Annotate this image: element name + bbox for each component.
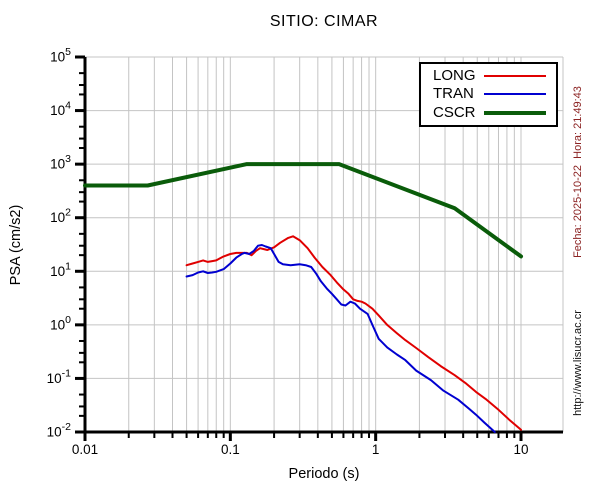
legend-line-long [484, 75, 546, 78]
x-tick-label: 10 [513, 442, 528, 457]
y-tick-label: 104 [50, 100, 71, 119]
legend-label-tran: TRAN [433, 85, 474, 103]
legend-box: LONG TRAN CSCR [419, 62, 558, 127]
x-tick-label: 0.01 [72, 442, 98, 457]
y-tick-label: 101 [50, 260, 71, 279]
y-tick-label: 10-1 [47, 367, 72, 386]
x-axis-ticks: 0.01 0.1 1 10 [72, 432, 529, 457]
series-cscr [83, 162, 523, 259]
y-axis-ticks: 105 104 103 102 101 100 10-1 10-2 [47, 46, 85, 440]
y-tick-label: 105 [50, 46, 71, 65]
legend-entry-long: LONG [433, 67, 546, 85]
legend-entry-cscr: CSCR [433, 104, 546, 122]
page-title: SITIO: CIMAR [269, 13, 379, 30]
legend-label-cscr: CSCR [433, 103, 476, 121]
y-tick-label: 10-2 [47, 421, 72, 440]
y-tick-label: 100 [50, 314, 71, 333]
series-tran [185, 244, 496, 433]
x-tick-label: 1 [372, 442, 380, 457]
y-tick-label: 103 [50, 153, 71, 172]
legend-line-tran [484, 93, 546, 96]
timestamp-text: Fecha: 2025-10-22 Hora: 21:49:43 [572, 86, 584, 258]
legend-line-cscr [484, 110, 546, 115]
y-axis-label: PSA (cm/s2) [8, 204, 24, 286]
legend-label-long: LONG [433, 67, 476, 85]
series-long [185, 235, 522, 431]
x-axis-label: Periodo (s) [288, 466, 360, 482]
legend-entry-tran: TRAN [433, 85, 546, 103]
y-tick-label: 102 [50, 207, 71, 226]
url-text: http://www.lisucr.ac.cr [572, 310, 584, 416]
x-tick-label: 0.1 [221, 442, 240, 457]
